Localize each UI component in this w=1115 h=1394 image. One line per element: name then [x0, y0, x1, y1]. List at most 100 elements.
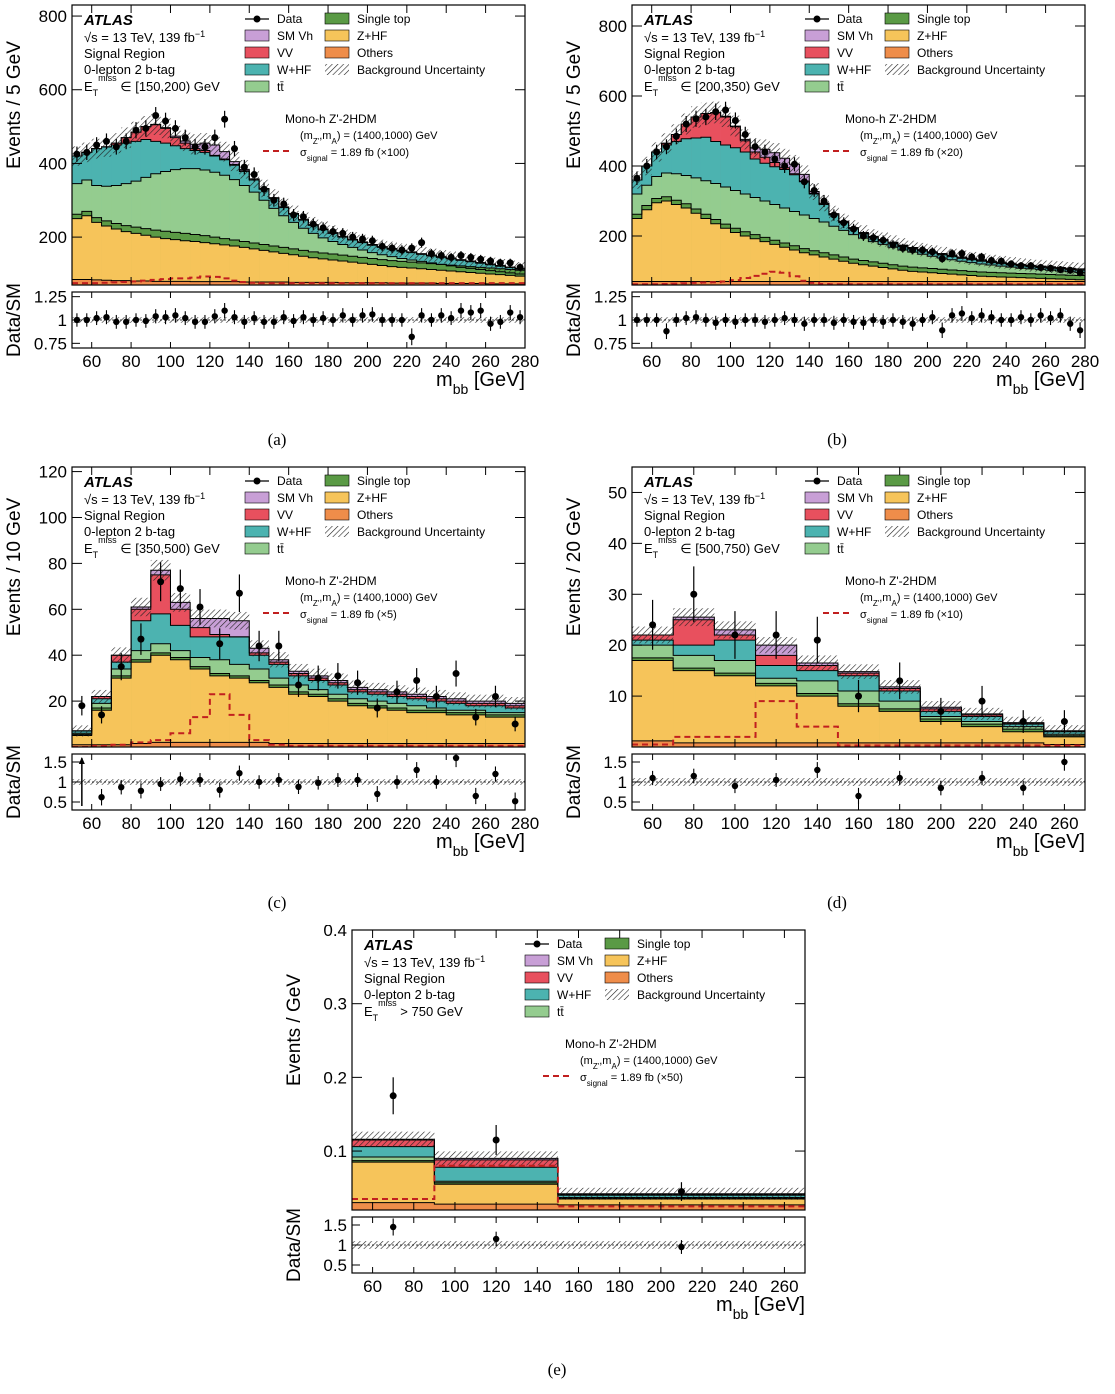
data-point — [633, 174, 641, 182]
data-point — [157, 578, 165, 586]
ratio-point — [118, 784, 125, 791]
ratio-point — [472, 792, 479, 800]
legend-label: SM Vh — [277, 29, 313, 43]
ratio-point — [633, 316, 641, 324]
legend-swatch-singletop — [604, 937, 630, 950]
energy-label: √s = 13 TeV, 139 fb−1 — [84, 491, 205, 507]
bar-others — [888, 281, 899, 285]
legend-label: tt̄ — [277, 542, 284, 556]
bar-zhf — [170, 239, 181, 285]
legend-label: Data — [837, 474, 863, 488]
data-point — [447, 253, 455, 261]
data-point — [314, 674, 322, 682]
bar-others — [150, 742, 171, 747]
main-frame — [631, 4, 1086, 286]
legend-swatch-uncertainty — [885, 526, 909, 537]
x-tick-label: 80 — [122, 814, 141, 833]
ratio-point — [732, 318, 739, 326]
bar-ttbar — [160, 171, 171, 285]
x-tick-label: 240 — [432, 814, 460, 833]
bar-zhf — [888, 268, 899, 285]
selection-label: 0-lepton 2 b-tag — [364, 987, 455, 1002]
data-point — [1076, 269, 1084, 277]
data-point — [83, 148, 91, 156]
bar-others — [976, 281, 987, 285]
bar-others — [789, 281, 800, 285]
x-tick-label: 220 — [688, 1277, 716, 1296]
ratio-tick-label: 1.5 — [603, 753, 627, 772]
ratio-point — [507, 309, 514, 316]
legend-data-marker — [253, 477, 261, 485]
ratio-point — [497, 318, 504, 326]
bar-zhf — [209, 243, 221, 285]
data-point — [152, 112, 160, 120]
legend-label: SM Vh — [557, 954, 593, 968]
bar-zhf — [714, 675, 756, 747]
ratio-point — [1017, 314, 1025, 321]
bar-zhf — [229, 678, 250, 747]
data-point — [649, 621, 657, 629]
ratio-point — [896, 774, 903, 782]
data-point — [643, 162, 651, 170]
legend-label: Single top — [637, 937, 691, 951]
ratio-point — [820, 316, 828, 324]
ratio-point — [408, 333, 415, 340]
bar-zhf — [406, 268, 417, 285]
y-axis-label: Events / 10 GeV — [4, 497, 25, 636]
bar-zhf — [318, 258, 329, 285]
uncertainty-band — [406, 687, 427, 701]
bar-others — [641, 281, 652, 285]
ratio-tick-label: 0.5 — [323, 1256, 347, 1275]
legend-data-marker — [533, 940, 541, 948]
data-point — [216, 640, 224, 648]
data-point — [472, 713, 480, 721]
uncertainty-band — [288, 663, 309, 679]
x-tick-label: 120 — [482, 1277, 510, 1296]
bar-zhf — [91, 222, 102, 285]
bar-zhf — [848, 263, 859, 285]
ratio-point — [310, 316, 317, 324]
data-point — [682, 120, 690, 128]
signal-line — [632, 700, 1085, 747]
data-point — [368, 237, 376, 245]
data-point — [830, 211, 838, 219]
ratio-point — [438, 312, 445, 319]
ratio-uncertainty — [485, 779, 506, 785]
bar-zhf — [239, 247, 250, 285]
ratio-point — [1057, 312, 1064, 319]
bar-others — [229, 281, 240, 285]
main-plot-area — [72, 107, 525, 285]
bar-others — [1016, 281, 1027, 285]
data-point — [142, 124, 150, 132]
ratio-point — [772, 776, 780, 784]
bar-zhf — [288, 694, 309, 747]
ratio-point — [290, 317, 297, 325]
bar-others — [446, 283, 457, 285]
legend-label: VV — [837, 508, 853, 522]
data-point — [492, 1136, 500, 1144]
legend-swatch-ttbar — [244, 80, 270, 93]
bar-zhf — [651, 202, 662, 285]
bar-others — [858, 281, 869, 285]
ratio-point — [132, 316, 140, 324]
ratio-point — [682, 314, 690, 322]
panel-label-d: (d) — [827, 893, 847, 912]
data-point — [869, 234, 877, 242]
ratio-point — [339, 312, 347, 319]
region-label: Signal Region — [84, 508, 165, 523]
legend-label: W+HF — [837, 63, 871, 77]
data-point — [393, 688, 401, 696]
bar-zhf — [200, 242, 211, 285]
ratio-tick-label: 1.25 — [34, 288, 67, 307]
data-point — [1027, 262, 1035, 270]
ratio-point — [840, 316, 847, 324]
ratio-point — [1020, 784, 1027, 792]
ratio-point — [929, 314, 936, 321]
bar-zhf — [219, 244, 230, 285]
bar-others — [456, 283, 467, 285]
bar-zhf — [710, 223, 721, 285]
signal-xsec-label: σsignal = 1.89 fb (×20) — [860, 147, 963, 163]
bar-zhf — [760, 241, 771, 285]
bar-zhf — [288, 254, 299, 285]
bar-ttbar — [249, 192, 260, 285]
